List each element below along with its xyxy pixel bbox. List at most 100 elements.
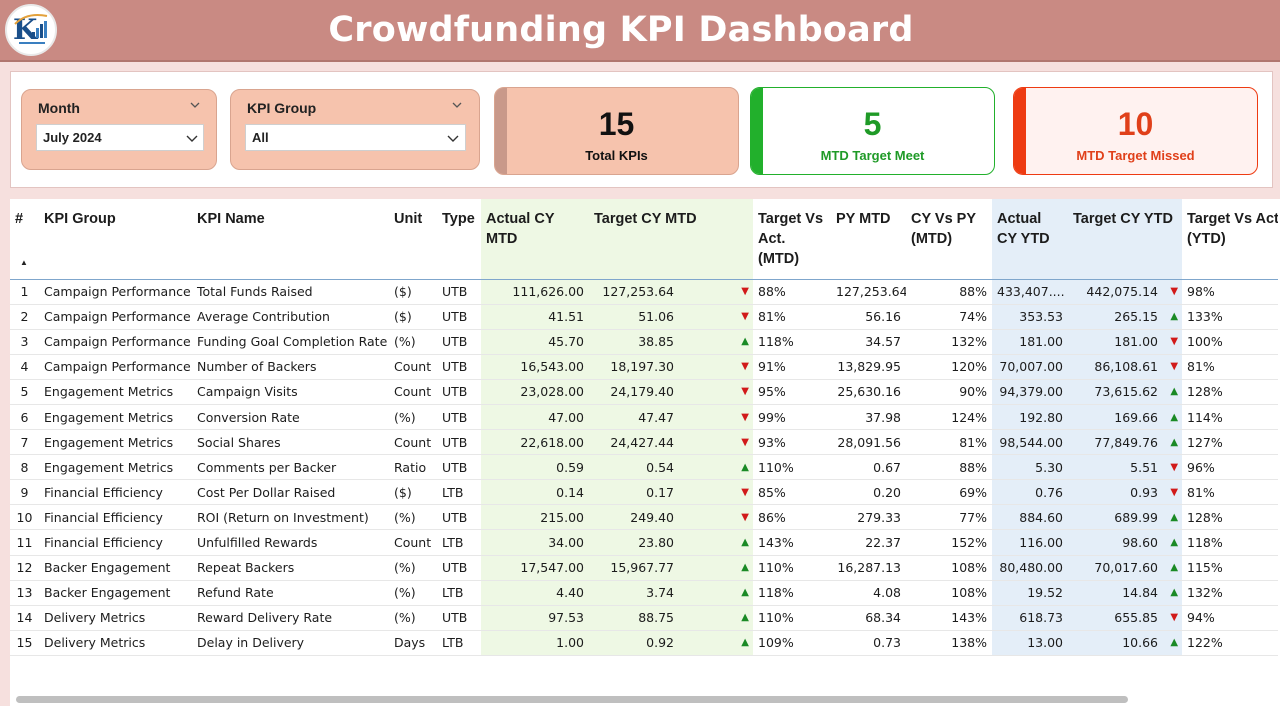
status-up-arrow-icon: ▲ (679, 605, 753, 631)
py-mtd-cell: 56.16 (831, 304, 906, 330)
status-up-arrow-icon: ▲ (679, 580, 753, 606)
target-vs-act-mtd-cell: 143% (753, 529, 831, 556)
col-header-index[interactable]: # ▲ (10, 199, 39, 280)
kpi-group-cell: Engagement Metrics (39, 429, 192, 456)
table-row[interactable]: 1 Campaign Performance Total Funds Raised(… (10, 279, 1278, 305)
table-row[interactable]: 15 Delivery Metrics Delay in Delivery Days L… (10, 630, 1278, 656)
kpi-group-slicer-title: KPI Group (247, 100, 317, 116)
status-down-arrow-icon: ▼ (1163, 479, 1183, 506)
status-up-arrow-icon: ▲ (1163, 529, 1183, 556)
col-header-type[interactable]: Type (437, 199, 481, 280)
kpi-table-panel: # ▲ KPI Group KPI Name Unit Type Actual C… (10, 199, 1280, 706)
target-vs-act-mtd-cell: 118% (753, 329, 831, 355)
row-index: 4 (10, 354, 39, 380)
kpi-table-viewport[interactable]: # ▲ KPI Group KPI Name Unit Type Actual C… (10, 199, 1278, 694)
col-header-kpi-group[interactable]: KPI Group (39, 199, 192, 280)
type-cell: LTB (437, 580, 481, 606)
target-cy-mtd-cell: 23.80 (589, 529, 679, 556)
py-mtd-cell: 37.98 (831, 404, 906, 431)
target-vs-act-ytd-cell: 81% (1182, 479, 1278, 506)
py-mtd-cell: 16,287.13 (831, 555, 906, 581)
kpi-group-cell: Backer Engagement (39, 555, 192, 581)
table-row[interactable]: 5 Engagement Metrics Campaign Visits Count U… (10, 379, 1278, 405)
table-row[interactable]: 11 Financial Efficiency Unfulfilled Reward… (10, 529, 1278, 556)
col-header-target-cy-ytd[interactable]: Target CY YTD (1068, 199, 1183, 280)
status-up-arrow-icon: ▲ (679, 529, 753, 556)
table-row[interactable]: 10 Financial Efficiency ROI (Return on Inv… (10, 504, 1278, 531)
table-row[interactable]: 9 Financial Efficiency Cost Per Dollar Rai… (10, 479, 1278, 506)
target-cy-mtd-cell: 0.54 (589, 454, 679, 481)
mtd-target-meet-label: MTD Target Meet (820, 148, 925, 163)
kpi-name-cell: Cost Per Dollar Raised (192, 479, 389, 506)
table-row[interactable]: 12 Backer Engagement Repeat Backers (%) UTB 1… (10, 555, 1278, 581)
card-accent-strip (751, 88, 763, 174)
actual-cy-ytd-cell: 192.80 (992, 404, 1068, 431)
type-cell: UTB (437, 329, 481, 355)
target-cy-ytd-cell: 77,849.76 (1068, 429, 1163, 456)
month-slicer-title: Month (38, 100, 80, 116)
kpi-group-dropdown[interactable]: All (245, 124, 466, 151)
unit-cell: ($) (389, 479, 437, 506)
table-row[interactable]: 3 Campaign Performance Funding Goal Comple… (10, 329, 1278, 355)
col-header-actual-cy-ytd[interactable]: Actual CY YTD (992, 199, 1068, 280)
table-row[interactable]: 4 Campaign Performance Number of Backers Co… (10, 354, 1278, 380)
kpi-group-slicer[interactable]: KPI Group All (230, 89, 480, 170)
row-index: 10 (10, 504, 39, 531)
target-vs-act-ytd-cell: 128% (1182, 379, 1278, 405)
col-header-target-cy-mtd[interactable]: Target CY MTD (589, 199, 753, 280)
status-up-arrow-icon: ▲ (1163, 555, 1183, 581)
actual-cy-mtd-cell: 1.00 (481, 630, 589, 656)
kpi-group-cell: Financial Efficiency (39, 504, 192, 531)
col-header-cy-vs-py-mtd[interactable]: CY Vs PY (MTD) (906, 199, 992, 280)
table-row[interactable]: 8 Engagement Metrics Comments per Backer Ra… (10, 454, 1278, 481)
month-dropdown[interactable]: July 2024 (36, 124, 204, 151)
target-vs-act-mtd-cell: 110% (753, 454, 831, 481)
chevron-down-icon[interactable] (185, 131, 199, 145)
table-row[interactable]: 13 Backer Engagement Refund Rate (%) LTB 4.40… (10, 580, 1278, 606)
type-cell: UTB (437, 379, 481, 405)
status-down-arrow-icon: ▼ (679, 504, 753, 531)
py-mtd-cell: 0.73 (831, 630, 906, 656)
actual-cy-ytd-cell: 80,480.00 (992, 555, 1068, 581)
target-vs-act-mtd-cell: 91% (753, 354, 831, 380)
table-row[interactable]: 14 Delivery Metrics Reward Delivery Rate (%… (10, 605, 1278, 631)
table-row[interactable]: 6 Engagement Metrics Conversion Rate (%) UTB… (10, 404, 1278, 431)
status-down-arrow-icon: ▼ (679, 304, 753, 330)
month-slicer[interactable]: Month July 2024 (21, 89, 217, 170)
status-up-arrow-icon: ▲ (679, 329, 753, 355)
type-cell: UTB (437, 404, 481, 431)
col-header-unit[interactable]: Unit (389, 199, 437, 280)
target-vs-act-ytd-cell: 98% (1182, 279, 1278, 305)
type-cell: UTB (437, 504, 481, 531)
col-header-kpi-name[interactable]: KPI Name (192, 199, 389, 280)
row-index: 15 (10, 630, 39, 656)
chevron-down-icon[interactable] (189, 99, 201, 111)
table-header-row: # ▲ KPI Group KPI Name Unit Type Actual C… (10, 199, 1278, 280)
target-cy-mtd-cell: 3.74 (589, 580, 679, 606)
table-row[interactable]: 7 Engagement Metrics Social Shares Count UTB… (10, 429, 1278, 456)
col-header-actual-cy-mtd[interactable]: Actual CY MTD (481, 199, 589, 280)
actual-cy-mtd-cell: 16,543.00 (481, 354, 589, 380)
actual-cy-ytd-cell: 19.52 (992, 580, 1068, 606)
horizontal-scrollbar[interactable] (16, 696, 1128, 703)
status-down-arrow-icon: ▼ (1163, 605, 1183, 631)
col-header-py-mtd[interactable]: PY MTD (831, 199, 906, 280)
row-index: 6 (10, 404, 39, 431)
chevron-down-icon[interactable] (446, 131, 460, 145)
kpi-group-cell: Engagement Metrics (39, 379, 192, 405)
col-header-target-vs-act-ytd[interactable]: Target Vs Act. (YTD) (1182, 199, 1278, 280)
mtd-target-missed-card: 10 MTD Target Missed (1013, 87, 1258, 175)
target-vs-act-mtd-cell: 85% (753, 479, 831, 506)
col-header-target-vs-act-mtd[interactable]: Target Vs Act. (MTD) (753, 199, 831, 280)
chevron-down-icon[interactable] (451, 99, 463, 111)
type-cell: UTB (437, 354, 481, 380)
actual-cy-mtd-cell: 45.70 (481, 329, 589, 355)
target-cy-ytd-cell: 169.66 (1068, 404, 1163, 431)
table-row[interactable]: 2 Campaign Performance Average Contributio… (10, 304, 1278, 330)
sort-ascending-icon[interactable]: ▲ (20, 257, 28, 267)
unit-cell: (%) (389, 555, 437, 581)
status-up-arrow-icon: ▲ (1163, 504, 1183, 531)
target-cy-mtd-cell: 127,253.64 (589, 279, 679, 305)
unit-cell: Count (389, 529, 437, 556)
row-index: 1 (10, 279, 39, 305)
